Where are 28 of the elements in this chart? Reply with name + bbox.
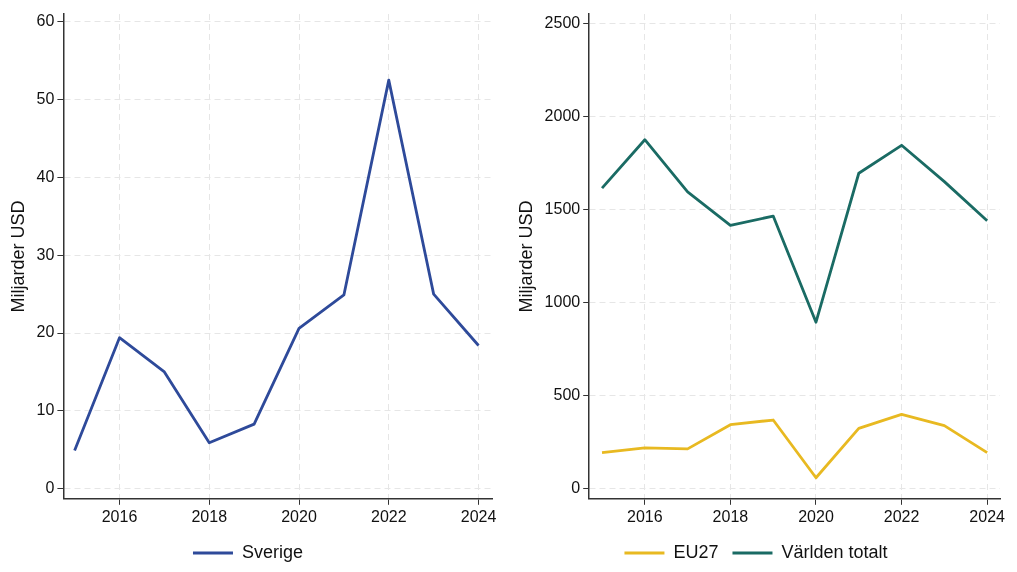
y-tick-label: 1500: [544, 199, 581, 217]
y-tick-label: 50: [36, 90, 55, 107]
x-tick-label: 2016: [101, 507, 138, 525]
legend-label: Världen totalt: [781, 541, 888, 562]
y-tick-label: 60: [36, 12, 55, 30]
y-tick-label: 1000: [544, 293, 581, 311]
x-tick-label: 2022: [370, 507, 407, 525]
x-tick-label: 2024: [460, 507, 497, 525]
y-tick-label: 0: [571, 479, 581, 497]
y-tick-label: 2000: [544, 106, 581, 124]
x-tick-label: 2018: [712, 507, 749, 525]
y-tick-label: 10: [36, 401, 55, 419]
x-tick-label: 2020: [281, 507, 317, 525]
y-tick-label: 40: [36, 167, 55, 185]
y-axis-title: Miljarder USD: [515, 200, 536, 313]
y-tick-label: 0: [45, 479, 55, 497]
y-tick-label: 20: [36, 323, 55, 341]
y-tick-label: 2500: [544, 13, 581, 31]
x-tick-label: 2016: [627, 507, 663, 525]
legend-label: EU27: [673, 541, 719, 562]
y-axis-title: Miljarder USD: [7, 200, 28, 313]
y-tick-label: 500: [553, 386, 581, 404]
y-tick-label: 30: [36, 245, 55, 263]
x-tick-label: 2022: [883, 507, 920, 525]
x-tick-label: 2020: [798, 507, 834, 525]
x-tick-label: 2024: [969, 507, 1006, 525]
legend-label: Sverige: [241, 541, 304, 562]
x-tick-label: 2018: [191, 507, 228, 525]
